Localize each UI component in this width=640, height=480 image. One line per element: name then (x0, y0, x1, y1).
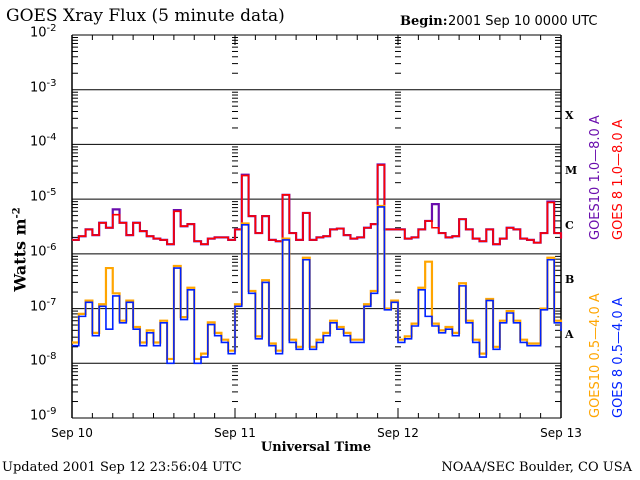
legend-goes8-short: GOES 8 0.5—4.0 A (611, 297, 626, 418)
x-tick-label: Sep 10 (51, 426, 93, 440)
x-tick-label: Sep 13 (540, 426, 582, 440)
y-tick-exponent: -8 (46, 351, 57, 363)
y-tick-label: 10-7 (30, 297, 57, 314)
x-axis-label: Universal Time (260, 440, 372, 455)
flare-class-label: M (565, 163, 578, 177)
flare-class-label: X (565, 109, 574, 123)
credit: NOAA/SEC Boulder, CO USA (441, 460, 632, 475)
legend-goes8-long: GOES 8 1.0—8.0 A (611, 119, 626, 240)
y-tick-base: 10 (30, 408, 47, 424)
x-tick-label: Sep 12 (377, 426, 419, 440)
y-tick-base: 10 (30, 189, 47, 205)
y-tick-exponent: -2 (46, 23, 57, 34)
series-line-goes-8-0-5-4-0-a (72, 206, 562, 365)
flare-class-label: B (565, 273, 575, 287)
y-tick-exponent: -4 (46, 132, 57, 144)
y-tick-exponent: -7 (46, 296, 57, 308)
y-tick-base: 10 (30, 353, 47, 369)
y-tick-base: 10 (30, 134, 47, 150)
y-tick-label: 10-8 (30, 351, 57, 368)
legend-goes10-long: GOES10 1.0—8.0 A (588, 115, 603, 240)
flare-class-label: C (565, 218, 574, 232)
y-axis-label-exponent: -2 (11, 207, 23, 219)
legend-goes10-short: GOES10 0.5—4.0 A (588, 293, 603, 418)
series-line-goes-8-1-0-8-0-a (72, 164, 562, 246)
y-tick-label: 10-5 (30, 187, 57, 204)
y-tick-exponent: -6 (46, 241, 57, 253)
y-tick-label: 10-4 (30, 132, 57, 149)
begin-label: Begin: (400, 14, 448, 29)
flare-class-label: A (565, 327, 574, 341)
chart-title: GOES Xray Flux (5 minute data) (6, 6, 285, 26)
y-axis-label-text: Watts m (10, 218, 30, 292)
y-tick-base: 10 (30, 80, 47, 96)
y-tick-label: 10-3 (30, 78, 57, 95)
x-tick-label: Sep 11 (214, 426, 256, 440)
y-tick-exponent: -5 (46, 187, 57, 199)
y-axis-label: Watts m-2 (11, 207, 30, 291)
y-tick-base: 10 (30, 244, 47, 260)
series-line-goes10-1-0-8-0-a (72, 163, 563, 246)
y-tick-base: 10 (30, 298, 47, 314)
y-tick-exponent: -3 (46, 77, 57, 89)
y-tick-exponent: -9 (46, 406, 57, 417)
y-tick-label: 10-6 (30, 242, 57, 259)
begin-value: 2001 Sep 10 0000 UTC (448, 14, 598, 29)
y-tick-base: 10 (30, 25, 47, 41)
y-tick-label: 10-2 (30, 23, 57, 40)
updated-timestamp: Updated 2001 Sep 12 23:56:04 UTC (2, 460, 242, 475)
y-tick-label: 10-9 (30, 406, 57, 423)
